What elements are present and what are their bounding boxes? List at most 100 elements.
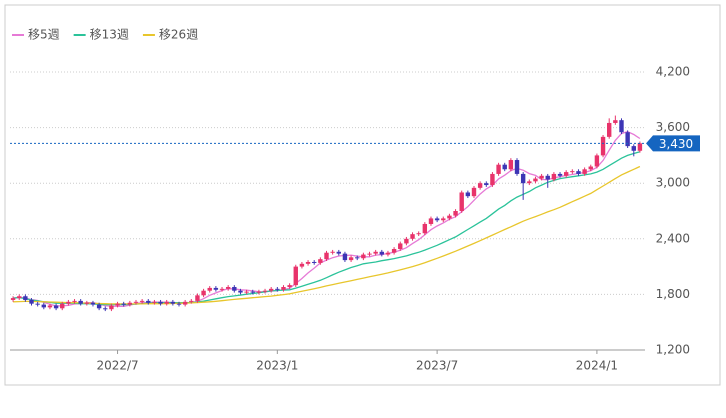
candle-body xyxy=(355,257,360,259)
candle-body xyxy=(84,302,90,304)
candle-body xyxy=(502,164,507,170)
candle-body xyxy=(496,164,501,174)
candle-body xyxy=(96,304,102,309)
candle-body xyxy=(158,301,163,304)
candle-body xyxy=(588,166,593,170)
candle-body xyxy=(348,257,354,261)
candle-body xyxy=(416,233,421,235)
candle-body xyxy=(441,218,446,221)
y-tick-label: 3,600 xyxy=(656,120,690,134)
candle-body xyxy=(576,171,581,174)
candle-body xyxy=(361,254,366,259)
y-tick-label: 2,400 xyxy=(656,231,690,245)
candle-body xyxy=(606,122,612,137)
candle-body xyxy=(176,303,182,305)
candle-body xyxy=(109,305,114,310)
candle-body xyxy=(244,291,249,293)
candle-body xyxy=(570,171,575,173)
candle-body xyxy=(619,120,624,133)
candle-body xyxy=(551,173,557,180)
candle-body xyxy=(152,301,157,303)
candle-body xyxy=(146,300,151,303)
candle-body xyxy=(318,259,323,263)
candle-body xyxy=(305,261,311,264)
x-tick-label: 2024/1 xyxy=(576,359,618,373)
candle-body xyxy=(545,175,550,180)
candle-body xyxy=(379,251,385,255)
candle-body xyxy=(563,172,569,176)
candle-body xyxy=(533,178,538,182)
candle-body xyxy=(133,301,139,303)
legend-label: 移5週 xyxy=(28,28,60,42)
candle-body xyxy=(207,287,212,291)
candle-body xyxy=(404,238,409,244)
candle-body xyxy=(127,302,133,305)
candle-body xyxy=(447,215,452,219)
candle-body xyxy=(582,169,587,174)
candle-body xyxy=(434,218,440,221)
candle-body xyxy=(520,173,526,184)
legend-label: 移26週 xyxy=(159,28,198,42)
candle-body xyxy=(330,251,335,253)
candle-body xyxy=(35,303,40,305)
candle-body xyxy=(594,155,600,167)
candle-body xyxy=(115,303,120,306)
candle-body xyxy=(293,266,298,286)
candle-body xyxy=(299,263,305,267)
candle-body xyxy=(367,253,372,255)
candle-body xyxy=(637,143,643,151)
candle-body xyxy=(324,252,329,260)
candle-body xyxy=(182,301,188,305)
y-tick-label: 1,800 xyxy=(656,287,690,301)
candle-body xyxy=(477,183,483,188)
candle-body xyxy=(459,192,464,211)
y-tick-label: 1,200 xyxy=(656,343,690,357)
candle-body xyxy=(422,223,428,234)
candle-body xyxy=(453,211,458,216)
candle-body xyxy=(53,305,59,309)
candle-body xyxy=(262,290,268,292)
candle-body xyxy=(484,183,489,186)
candle-body xyxy=(398,243,403,249)
last-price-label: 3,430 xyxy=(659,137,693,151)
candle-body xyxy=(189,300,194,302)
candle-body xyxy=(539,175,544,179)
candle-body xyxy=(72,300,77,302)
candle-body xyxy=(10,298,16,300)
candle-body xyxy=(490,173,495,186)
candle-body xyxy=(90,302,96,305)
candle-body xyxy=(256,291,262,293)
candle-body xyxy=(557,173,563,176)
candle-body xyxy=(342,253,348,261)
candle-body xyxy=(428,218,434,224)
candle-body xyxy=(23,296,28,300)
candle-body xyxy=(625,132,630,147)
candle-body xyxy=(613,120,618,123)
candle-body xyxy=(287,285,292,287)
candle-body xyxy=(514,160,520,174)
candle-body xyxy=(201,290,206,296)
legend-label: 移13週 xyxy=(90,28,129,42)
candle-body xyxy=(238,290,243,293)
candle-body xyxy=(41,304,47,308)
y-tick-label: 3,000 xyxy=(656,176,690,190)
candle-body xyxy=(281,286,286,290)
candle-body xyxy=(250,291,255,293)
candle-body xyxy=(275,288,280,290)
candle-body xyxy=(164,301,169,304)
candle-body xyxy=(213,287,219,290)
candle-body xyxy=(195,295,200,301)
candle-body xyxy=(373,251,378,254)
candle-body xyxy=(17,296,22,299)
candle-body xyxy=(103,308,108,310)
candle-body xyxy=(508,160,514,170)
candle-body xyxy=(170,301,176,304)
candle-body xyxy=(78,300,83,304)
candle-body xyxy=(121,303,126,305)
candle-body xyxy=(29,299,34,304)
candle-body xyxy=(385,252,391,255)
x-tick-label: 2023/1 xyxy=(256,359,298,373)
candle-body xyxy=(465,192,471,197)
candle-body xyxy=(527,181,532,184)
